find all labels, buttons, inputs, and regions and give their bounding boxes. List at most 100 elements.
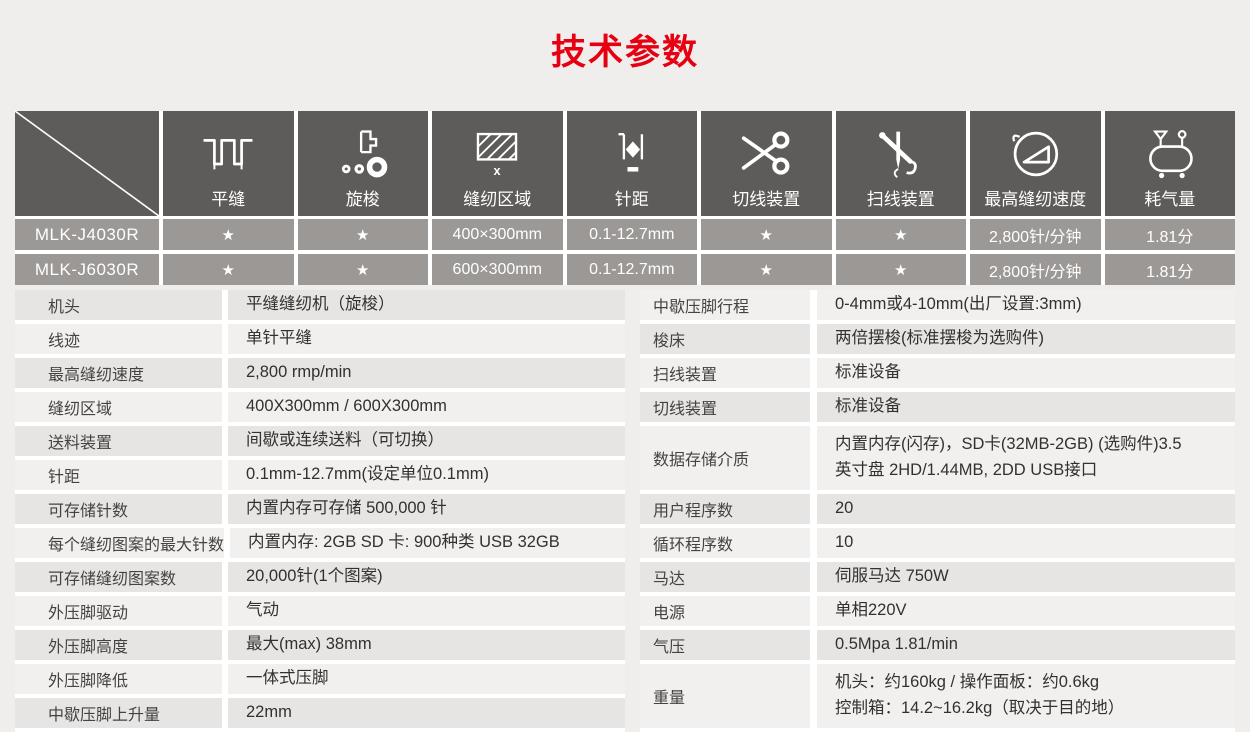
spec-row: 梭床 两倍摆梭(标准摆梭为选购件): [640, 324, 1235, 354]
spec-value: 20: [817, 494, 1235, 524]
matrix-row-MLK-J4030R: MLK-J4030R ★ ★ 400×300mm 0.1-12.7mm ★ ★ 2,800针/…: [15, 219, 1235, 250]
matrix-cell-rotary-hook: ★: [297, 219, 428, 250]
spec-label: 马达: [640, 562, 810, 592]
stitch-length-icon: [605, 111, 659, 191]
rotary-hook-icon: [335, 111, 391, 191]
spec-value: 最大(max) 38mm: [228, 630, 625, 660]
sewing-area-icon: x: [468, 111, 526, 191]
flat-seam-icon: [199, 111, 257, 191]
matrix-header-flat-seam: 平缝: [163, 111, 294, 216]
matrix-cell-sewing-area: 600×300mm: [432, 254, 563, 285]
spec-label: 扫线装置: [640, 358, 810, 388]
matrix-cell-flat-seam: ★: [163, 219, 294, 250]
spec-value: 0.5Mpa 1.81/min: [817, 630, 1235, 660]
star-icon: ★: [356, 226, 370, 244]
spec-value: 一体式压脚: [228, 664, 625, 694]
matrix-header-label-max-speed: 最高缝纫速度: [984, 190, 1087, 209]
model-comparison-table: 平缝 旋梭 x 缝纫区域 针距 切线装置 扫线装置 最高缝纫速度 耗气量 MLK-J4030R ★…: [15, 111, 1235, 285]
spec-row: 每个缝纫图案的最大针数 内置内存: 2GB SD 卡: 900种类 USB 32G…: [15, 528, 625, 558]
spec-label: 针距: [15, 460, 222, 490]
page-title: 技术参数: [550, 33, 699, 72]
spec-row: 针距 0.1mm-12.7mm(设定单位0.1mm): [15, 460, 625, 490]
matrix-header-label-sewing-area: 缝纫区域: [463, 190, 532, 209]
spec-label: 每个缝纫图案的最大针数: [15, 528, 225, 558]
spec-row: 可存储缝纫图案数 20,000针(1个图案): [15, 562, 625, 592]
matrix-header-label-flat-seam: 平缝: [211, 190, 246, 209]
spec-label: 最高缝纫速度: [15, 358, 222, 388]
spec-row: 外压脚高度 最大(max) 38mm: [15, 630, 625, 660]
spec-row: 缝纫区域 400X300mm / 600X300mm: [15, 392, 625, 422]
svg-text:x: x: [494, 164, 501, 178]
spec-label: 梭床: [640, 324, 810, 354]
star-icon: ★: [221, 261, 235, 279]
star-icon: ★: [356, 261, 370, 279]
spec-value: 气动: [228, 596, 625, 626]
spec-value: 平缝缝纫机（旋梭）: [228, 290, 625, 320]
matrix-header-air-consumption: 耗气量: [1104, 111, 1235, 216]
model-name: MLK-J6030R: [15, 254, 159, 285]
star-icon: ★: [759, 261, 773, 279]
spec-label: 切线装置: [640, 392, 810, 422]
matrix-cell-wiper: ★: [835, 254, 966, 285]
spec-label: 可存储针数: [15, 494, 222, 524]
spec-label: 循环程序数: [640, 528, 810, 558]
spec-row: 中歇压脚上升量 22mm: [15, 698, 625, 728]
spec-row: 马达 伺服马达 750W: [640, 562, 1235, 592]
matrix-header-label-rotary-hook: 旋梭: [345, 190, 380, 209]
spec-value: 间歇或连续送料（可切换）: [228, 426, 625, 456]
spec-label: 中歇压脚上升量: [15, 698, 222, 728]
matrix-cell-stitch-length: 0.1-12.7mm: [566, 219, 697, 250]
spec-value: 机头：约160kg / 操作面板：约0.6kg 控制箱：14.2~16.2kg（…: [817, 664, 1235, 728]
spec-value: 22mm: [228, 698, 625, 728]
matrix-row-MLK-J6030R: MLK-J6030R ★ ★ 600×300mm 0.1-12.7mm ★ ★ 2,800针/…: [15, 254, 1235, 285]
spec-row: 重量 机头：约160kg / 操作面板：约0.6kg 控制箱：14.2~16.2k…: [640, 664, 1235, 728]
matrix-header-row: 平缝 旋梭 x 缝纫区域 针距 切线装置 扫线装置 最高缝纫速度 耗气量: [15, 111, 1235, 216]
matrix-header-label-stitch-length: 针距: [614, 190, 649, 209]
spec-row: 外压脚驱动 气动: [15, 596, 625, 626]
spec-label: 外压脚高度: [15, 630, 222, 660]
spec-label: 中歇压脚行程: [640, 290, 810, 320]
spec-row: 电源 单相220V: [640, 596, 1235, 626]
max-speed-icon: [1006, 111, 1064, 191]
star-icon: ★: [759, 226, 773, 244]
spec-label: 线迹: [15, 324, 222, 354]
matrix-cell-thread-trimmer: ★: [701, 254, 832, 285]
spec-row: 送料装置 间歇或连续送料（可切换）: [15, 426, 625, 456]
spec-row: 循环程序数 10: [640, 528, 1235, 558]
spec-row: 外压脚降低 一体式压脚: [15, 664, 625, 694]
matrix-cell-air-consumption: 1.81分: [1104, 219, 1235, 250]
matrix-header-sewing-area: x 缝纫区域: [432, 111, 563, 216]
spec-value: 两倍摆梭(标准摆梭为选购件): [817, 324, 1235, 354]
spec-list-right: 中歇压脚行程 0-4mm或4-10mm(出厂设置:3mm) 梭床 两倍摆梭(标准摆梭为…: [640, 290, 1235, 732]
star-icon: ★: [894, 226, 908, 244]
matrix-header-thread-trimmer: 切线装置: [701, 111, 832, 216]
spec-label: 送料装置: [15, 426, 222, 456]
spec-row: 中歇压脚行程 0-4mm或4-10mm(出厂设置:3mm): [640, 290, 1235, 320]
matrix-header-label-wiper: 扫线装置: [866, 190, 935, 209]
matrix-header-wiper: 扫线装置: [835, 111, 966, 216]
spec-value: 内置内存(闪存)，SD卡(32MB-2GB) (选购件)3.5 英寸盘 2HD/…: [817, 426, 1235, 490]
spec-list-left: 机头 平缝缝纫机（旋梭） 线迹 单针平缝 最高缝纫速度 2,800 rmp/min 缝纫区域…: [15, 290, 625, 732]
matrix-corner-cell: [15, 111, 159, 216]
spec-row: 机头 平缝缝纫机（旋梭）: [15, 290, 625, 320]
matrix-cell-thread-trimmer: ★: [701, 219, 832, 250]
matrix-cell-sewing-area: 400×300mm: [432, 219, 563, 250]
spec-row: 线迹 单针平缝: [15, 324, 625, 354]
spec-value: 标准设备: [817, 392, 1235, 422]
matrix-cell-rotary-hook: ★: [297, 254, 428, 285]
matrix-header-label-thread-trimmer: 切线装置: [732, 190, 801, 209]
spec-value: 2,800 rmp/min: [228, 358, 625, 388]
matrix-cell-air-consumption: 1.81分: [1104, 254, 1235, 285]
spec-label: 用户程序数: [640, 494, 810, 524]
matrix-header-rotary-hook: 旋梭: [297, 111, 428, 216]
thread-trimmer-icon: [736, 111, 796, 191]
spec-value: 内置内存可存储 500,000 针: [228, 494, 625, 524]
model-name: MLK-J4030R: [15, 219, 159, 250]
spec-label: 外压脚驱动: [15, 596, 222, 626]
spec-label: 可存储缝纫图案数: [15, 562, 222, 592]
matrix-cell-wiper: ★: [835, 219, 966, 250]
spec-row: 气压 0.5Mpa 1.81/min: [640, 630, 1235, 660]
spec-label: 数据存储介质: [640, 426, 810, 490]
spec-label: 外压脚降低: [15, 664, 222, 694]
star-icon: ★: [221, 226, 235, 244]
